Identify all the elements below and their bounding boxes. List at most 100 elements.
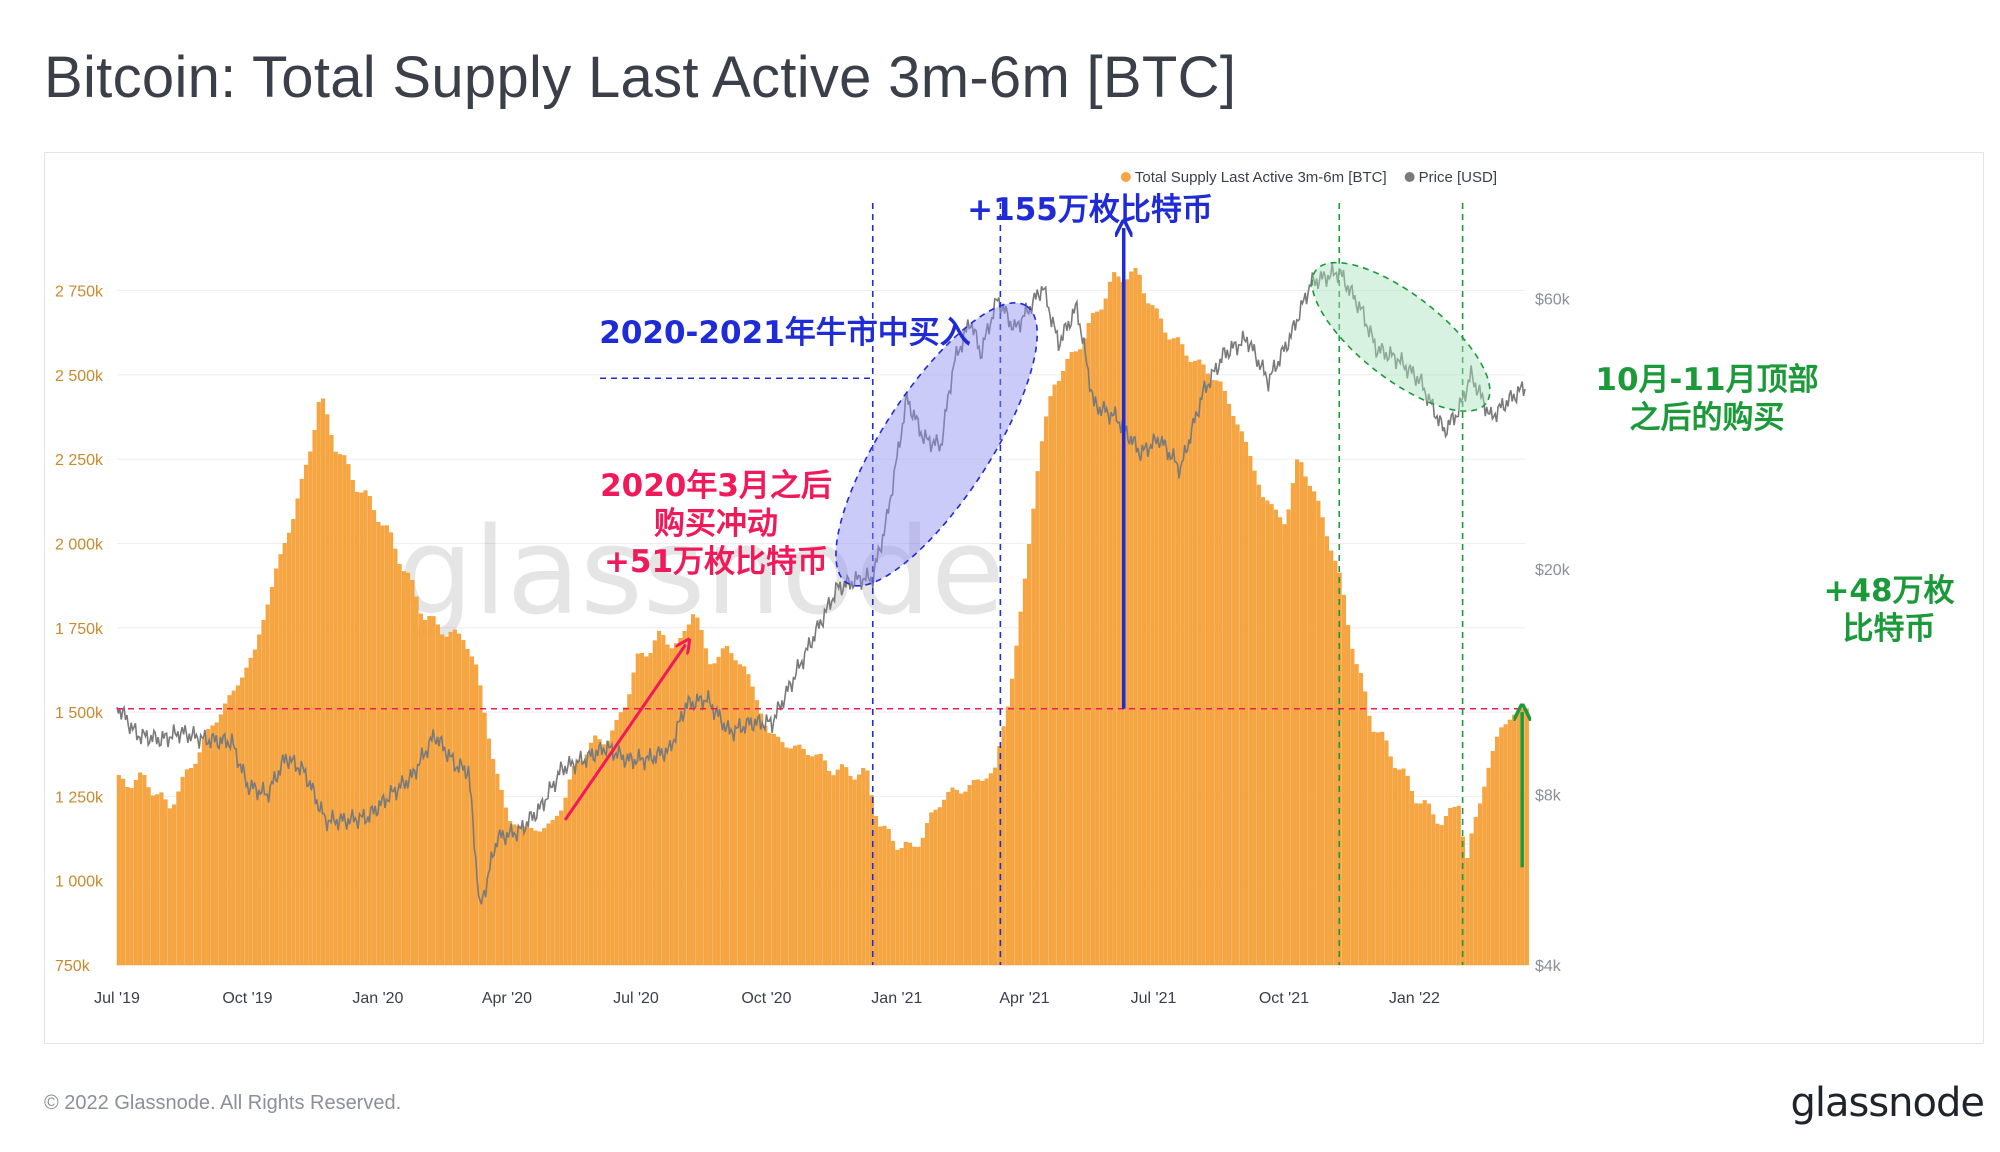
- supply-bar: [316, 402, 321, 966]
- supply-bars: [116, 268, 1529, 966]
- glassnode-logo[interactable]: glassnode: [1790, 1080, 1985, 1126]
- supply-bar: [763, 725, 768, 966]
- supply-bar: [537, 831, 542, 966]
- supply-bar: [1222, 390, 1227, 966]
- copyright-text: © 2022 Glassnode. All Rights Reserved.: [44, 1092, 402, 1114]
- supply-bar: [614, 720, 619, 966]
- supply-bar: [1431, 814, 1436, 966]
- supply-bar: [976, 779, 981, 966]
- supply-bar: [342, 455, 347, 966]
- y-left-tick-label: 2 500k: [55, 368, 104, 385]
- supply-bar: [1035, 471, 1040, 966]
- supply-bar: [384, 525, 389, 966]
- supply-bar: [1341, 594, 1346, 966]
- supply-bar: [1367, 715, 1372, 966]
- supply-bar: [1146, 303, 1151, 966]
- supply-bar: [1048, 396, 1053, 966]
- legend-dot[interactable]: [1120, 172, 1131, 182]
- supply-bar: [1495, 736, 1500, 966]
- supply-bar: [1443, 815, 1449, 966]
- supply-bar: [482, 712, 487, 966]
- supply-bar: [588, 742, 594, 966]
- supply-bar: [265, 604, 270, 966]
- supply-bar: [1516, 711, 1521, 966]
- y-left-tick-label: 1 500k: [55, 705, 104, 722]
- supply-bar: [1133, 268, 1138, 966]
- supply-bar: [1375, 732, 1380, 966]
- y-right-tick-label: $4k: [1535, 958, 1562, 975]
- supply-bar: [886, 829, 891, 966]
- supply-bar: [176, 791, 181, 966]
- y-left-tick-label: 750k: [55, 958, 91, 975]
- supply-bar: [452, 629, 457, 966]
- legend-label[interactable]: Total Supply Last Active 3m-6m [BTC]: [1135, 169, 1387, 186]
- supply-bar: [1188, 361, 1193, 966]
- supply-bar: [121, 778, 126, 966]
- supply-bar: [1158, 318, 1164, 966]
- axes: 750k 1 000k 1 250k 1 500k 1 750k 2 000k 2 250k…: [55, 284, 1571, 1007]
- supply-bar: [1244, 441, 1249, 966]
- supply-bar: [372, 510, 377, 966]
- supply-bar: [869, 795, 874, 966]
- supply-bar: [248, 657, 253, 966]
- supply-bar: [393, 548, 398, 966]
- supply-bar: [486, 738, 491, 966]
- supply-bar: [495, 773, 500, 966]
- supply-bar: [1065, 358, 1070, 966]
- supply-bar: [699, 630, 704, 966]
- y-left-tick-label: 2 750k: [55, 284, 104, 301]
- legend-label[interactable]: Price [USD]: [1419, 169, 1497, 186]
- supply-bar: [1261, 497, 1266, 966]
- bull-gain-label: +155万枚比特币: [967, 192, 1213, 228]
- supply-bar: [754, 700, 759, 966]
- supply-bar: [1278, 517, 1283, 966]
- supply-bar: [295, 498, 300, 966]
- supply-bar: [440, 634, 445, 966]
- supply-bar: [627, 694, 632, 966]
- supply-bar: [129, 788, 134, 966]
- supply-bar: [865, 770, 870, 966]
- supply-bar: [1414, 803, 1419, 966]
- supply-bar: [1180, 344, 1185, 966]
- x-tick-label: Oct '20: [741, 990, 791, 1007]
- supply-bar: [1210, 379, 1215, 966]
- supply-bar: [584, 754, 589, 966]
- march-buy-label-line: 2020年3月之后: [600, 468, 832, 504]
- supply-bar: [218, 714, 223, 966]
- supply-bar: [908, 842, 913, 966]
- y-right-tick-label: $20k: [1535, 562, 1571, 579]
- watermark-text: glassnode: [397, 503, 1005, 642]
- supply-bar: [491, 759, 496, 966]
- supply-bar: [291, 519, 296, 966]
- supply-bar: [1201, 364, 1206, 966]
- supply-bar: [1184, 355, 1189, 966]
- supply-bar: [652, 640, 657, 966]
- legend-dot[interactable]: [1404, 172, 1415, 182]
- supply-bar: [1384, 740, 1389, 966]
- supply-bar: [1499, 727, 1504, 966]
- supply-bar: [252, 649, 257, 966]
- supply-bar: [461, 640, 466, 966]
- supply-bar: [1490, 751, 1495, 966]
- supply-bar: [1524, 708, 1529, 966]
- supply-bar: [916, 846, 921, 966]
- y-left-tick-label: 2 000k: [55, 536, 104, 553]
- supply-bar: [1103, 298, 1108, 966]
- supply-bar: [1107, 281, 1112, 966]
- supply-bar: [1073, 351, 1078, 966]
- supply-bar: [206, 729, 211, 966]
- supply-bar: [1150, 305, 1155, 966]
- annotation-layer: 2020-2021年牛市中买入 +155万枚比特币 2020年3月之后购买冲动+51…: [117, 192, 1955, 965]
- supply-bar: [1329, 550, 1334, 966]
- supply-bar: [376, 522, 381, 966]
- supply-bar: [525, 826, 530, 966]
- supply-bar: [903, 841, 908, 966]
- supply-bar: [1061, 371, 1066, 966]
- supply-bar: [665, 644, 670, 966]
- supply-bar: [559, 810, 564, 966]
- supply-bar: [712, 663, 717, 966]
- supply-bar: [980, 780, 985, 966]
- legend[interactable]: Price [USD] Total Supply Last Active 3m-6…: [1120, 169, 1497, 186]
- y-left-tick-label: 1 750k: [55, 621, 104, 638]
- x-tick-label: Oct '21: [1259, 990, 1309, 1007]
